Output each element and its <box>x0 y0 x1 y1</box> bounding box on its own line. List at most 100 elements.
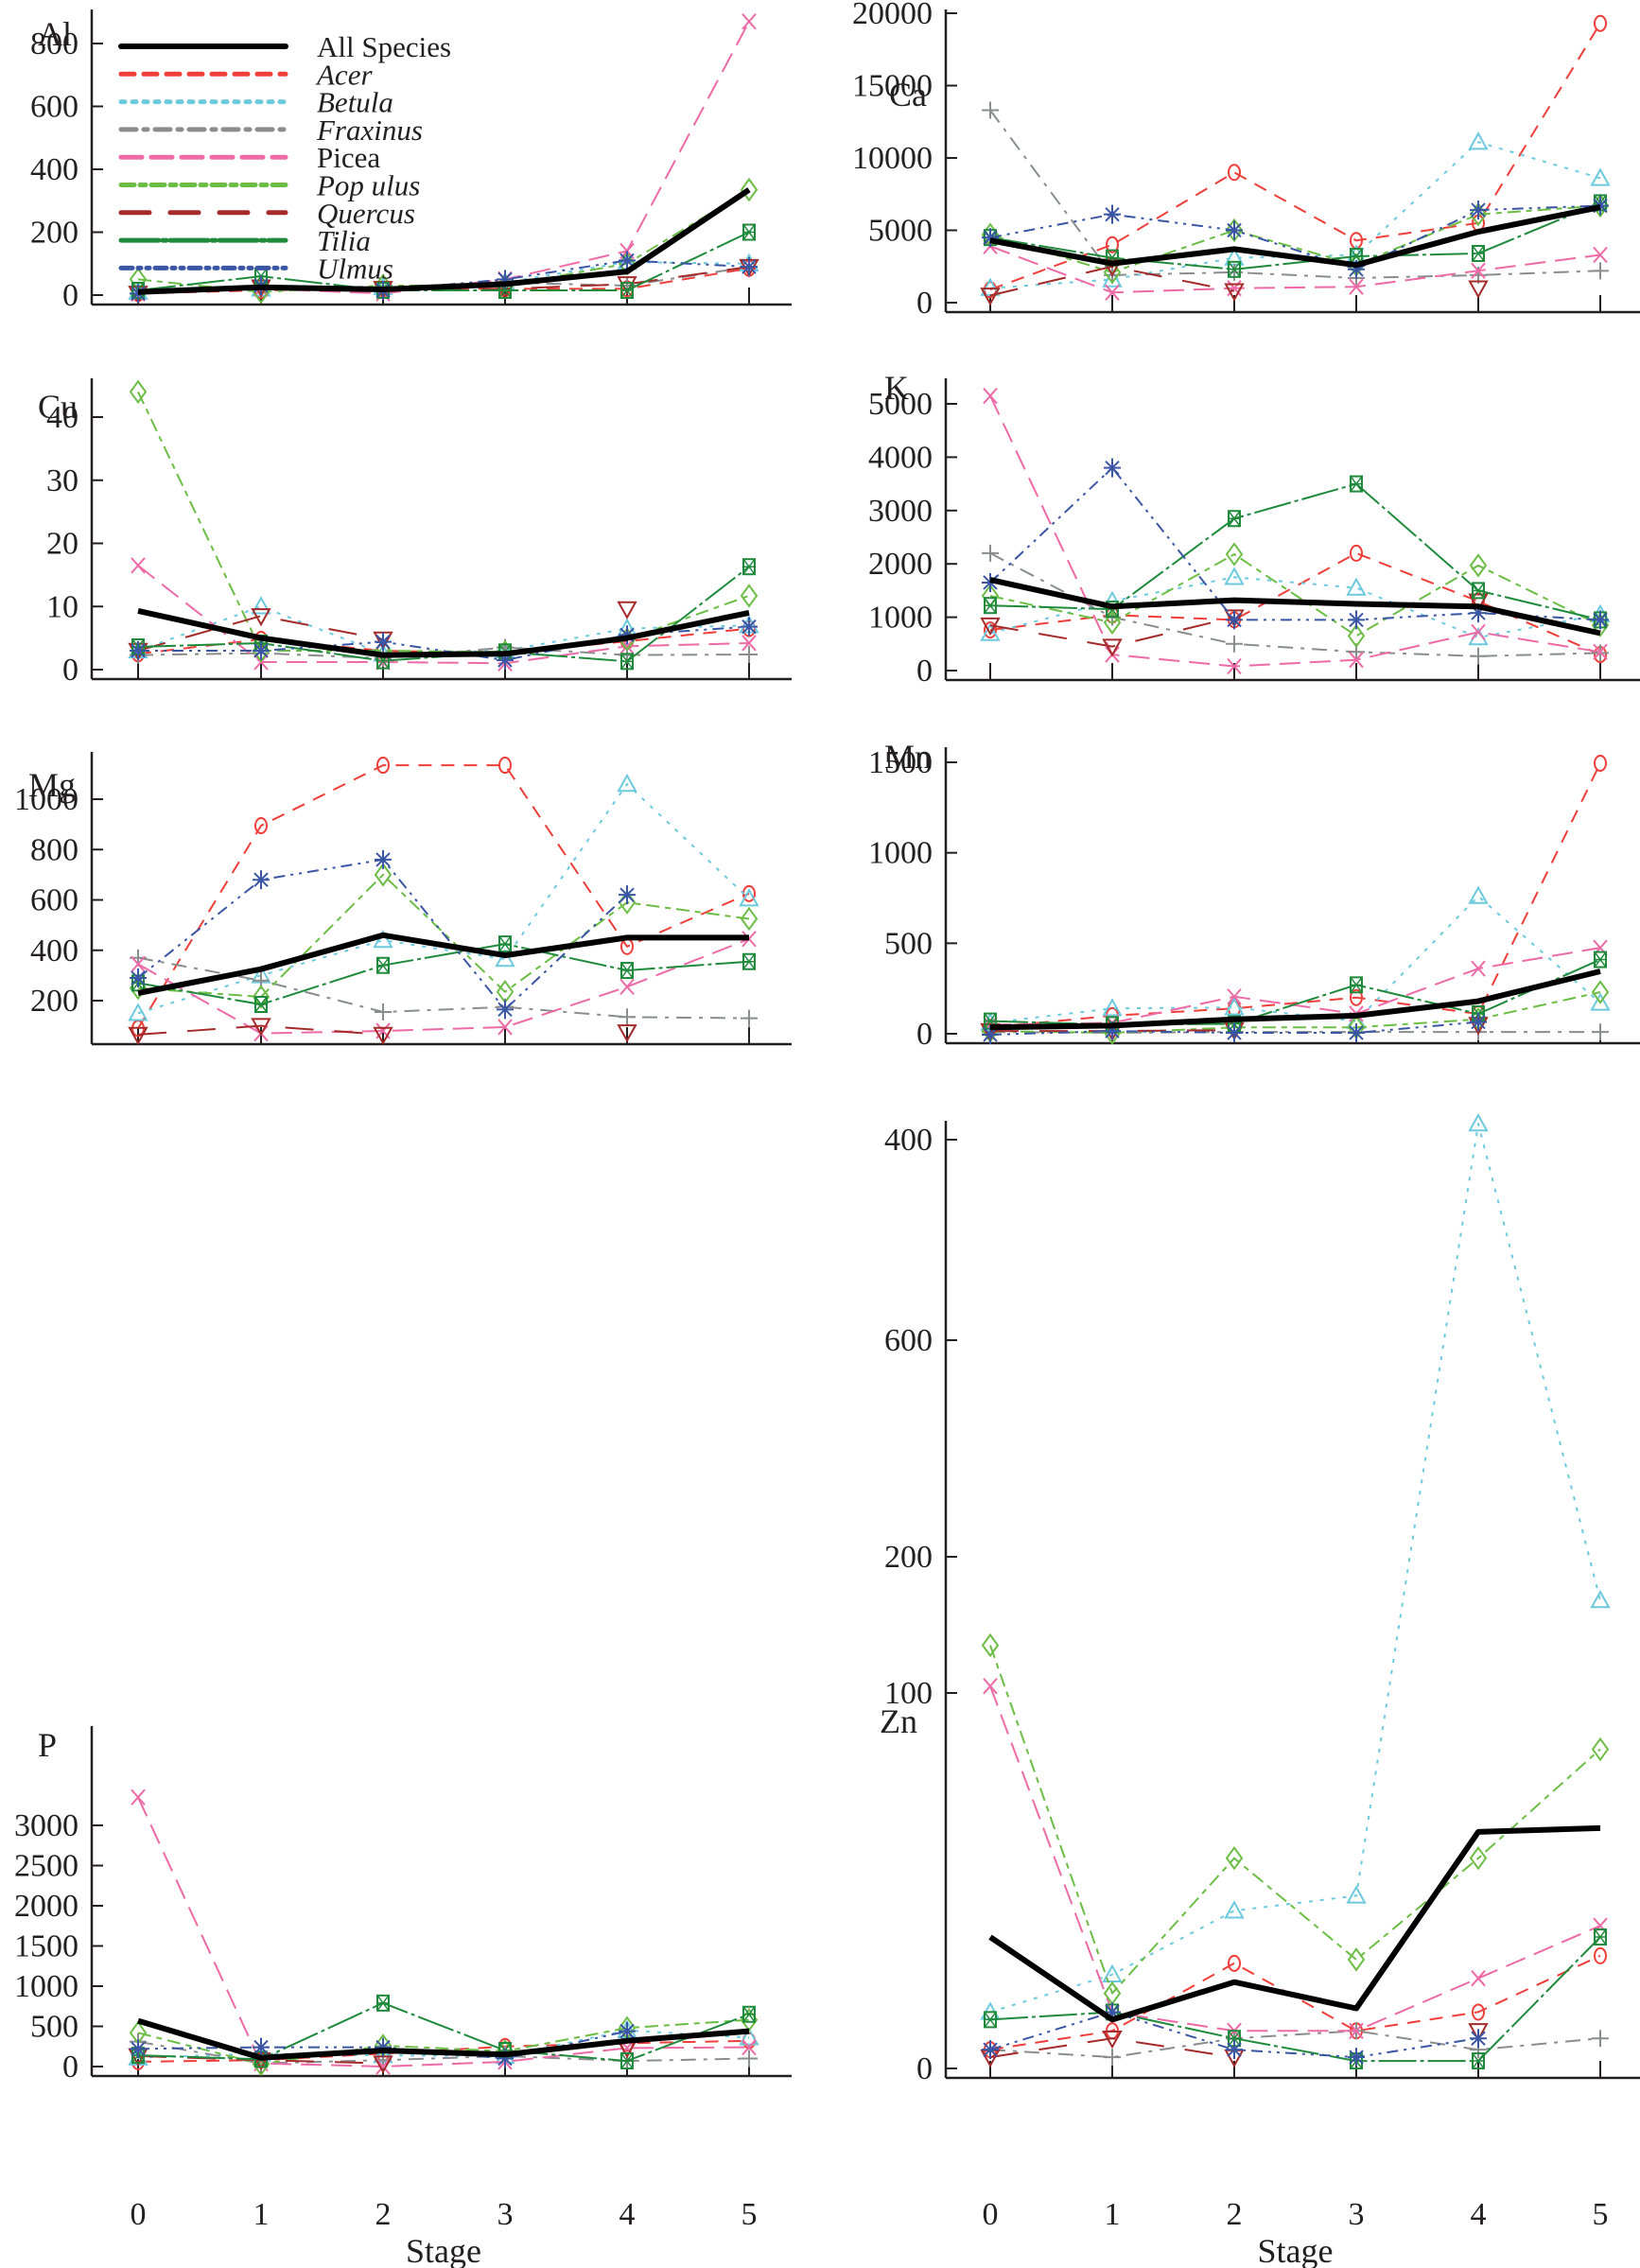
x-marker <box>1593 246 1608 264</box>
series-quercus <box>980 258 1489 306</box>
triangle-down-marker <box>617 1024 637 1043</box>
series-all-species <box>989 577 1601 637</box>
x-tick-label: 1 <box>253 2197 270 2232</box>
legend-item: Pop ulus <box>118 169 420 202</box>
x-marker <box>375 2058 391 2075</box>
series-line <box>137 565 750 665</box>
plus-marker <box>1470 647 1487 665</box>
series-ulmus <box>982 458 1609 630</box>
series-ulmus <box>130 849 636 1020</box>
y-tick-label: 500 <box>884 926 933 961</box>
y-tick-label: 1500 <box>14 1929 79 1964</box>
plus-marker <box>1592 2030 1609 2048</box>
y-tick-label: 3000 <box>868 494 933 529</box>
series-line <box>137 764 750 1029</box>
y-tick-label: 30 <box>46 463 79 498</box>
x-tick-label: 5 <box>741 2197 758 2232</box>
triangle-up-marker <box>1346 1885 1367 1904</box>
series-line <box>989 245 1601 294</box>
boxed-x-marker <box>1228 510 1241 528</box>
triangle-down-marker <box>251 608 271 627</box>
series-line <box>989 395 1601 668</box>
y-tick-label: 1000 <box>868 836 933 871</box>
x-marker <box>1471 262 1486 279</box>
circle-marker <box>1472 2003 1485 2021</box>
series-line <box>137 956 750 1020</box>
y-tick-label: 0 <box>62 653 79 688</box>
series-line <box>137 783 750 1015</box>
series-acer <box>131 757 756 1038</box>
series-quercus <box>980 593 1489 657</box>
asterisk-marker <box>497 1000 514 1020</box>
triangle-down-marker <box>980 1022 1001 1042</box>
series-line <box>137 2018 750 2066</box>
triangle-up-marker <box>739 2027 759 2046</box>
x-axis-title: Stage <box>1258 2232 1334 2268</box>
series-line <box>989 762 1601 1029</box>
triangle-down-marker <box>1224 609 1245 628</box>
series-all-species <box>137 932 749 996</box>
plus-marker <box>741 2050 758 2067</box>
triangle-up-marker <box>1590 1590 1611 1609</box>
triangle-down-marker <box>1102 2031 1123 2050</box>
asterisk-marker <box>497 2049 514 2068</box>
circle-marker <box>1594 1946 1607 1964</box>
x-marker <box>497 1019 513 1036</box>
asterisk-marker <box>253 870 270 890</box>
x-tick-label: 4 <box>619 2197 636 2232</box>
x-marker <box>1349 278 1364 295</box>
series-tilia <box>984 194 1607 278</box>
element-label: Cu <box>38 388 78 426</box>
series-picea <box>131 931 757 1042</box>
y-tick-label: 0 <box>916 286 933 321</box>
series-line <box>137 1796 750 2067</box>
series-quercus <box>128 1018 637 1046</box>
boxed-x-marker <box>1472 582 1485 600</box>
asterisk-marker <box>497 650 514 670</box>
circle-marker <box>376 757 390 775</box>
asterisk-marker <box>741 617 758 637</box>
series-line <box>989 482 1601 621</box>
asterisk-marker <box>1470 1012 1487 1032</box>
circle-marker <box>254 816 268 834</box>
series-line <box>989 204 1601 273</box>
y-tick-label: 500 <box>30 2010 79 2045</box>
triangle-down-marker <box>1468 593 1489 612</box>
x-marker <box>741 635 757 652</box>
chart-al: Al 0 200 400 600 800 All SpeciesAcerBetulaFrax… <box>30 9 792 313</box>
legend-item: Tilia <box>118 224 371 257</box>
asterisk-marker <box>982 228 999 248</box>
diamond-marker <box>740 906 759 932</box>
asterisk-marker <box>1470 2029 1487 2049</box>
chart-k: K 0 1000 2000 3000 4000 5000 <box>868 369 1640 689</box>
y-tick-label: 0 <box>916 2051 933 2086</box>
x-marker <box>1227 657 1242 675</box>
series-pop-ulus <box>981 542 1610 649</box>
series-betula <box>980 131 1611 296</box>
legend-item: Acer <box>118 58 373 91</box>
diamond-marker <box>1591 1736 1610 1762</box>
diamond-marker <box>1347 623 1366 649</box>
series-line <box>989 968 1601 1031</box>
x-tick-label: 0 <box>131 2197 147 2232</box>
asterisk-marker <box>619 625 636 645</box>
series-line <box>989 109 1601 279</box>
triangle-up-marker <box>1590 992 1611 1011</box>
plus-marker <box>1592 262 1609 280</box>
circle-marker <box>1350 988 1363 1006</box>
asterisk-marker <box>982 1024 999 1044</box>
chart-zn: Zn 0 100 200 600 400 0 1 2 3 4 5 Stage <box>880 1112 1640 2268</box>
triangle-up-marker <box>1468 131 1489 150</box>
series-all-species <box>137 187 751 295</box>
circle-marker <box>1594 14 1607 32</box>
asterisk-marker <box>253 2037 270 2057</box>
series-line <box>989 1954 1601 2051</box>
x-marker <box>131 955 146 973</box>
triangle-up-marker <box>373 930 393 949</box>
y-tick-label: 400 <box>30 933 79 968</box>
series-line <box>137 646 750 659</box>
series-picea <box>983 237 1608 301</box>
asterisk-marker <box>1470 603 1487 623</box>
triangle-up-marker <box>1468 885 1489 904</box>
series-picea <box>983 387 1608 675</box>
